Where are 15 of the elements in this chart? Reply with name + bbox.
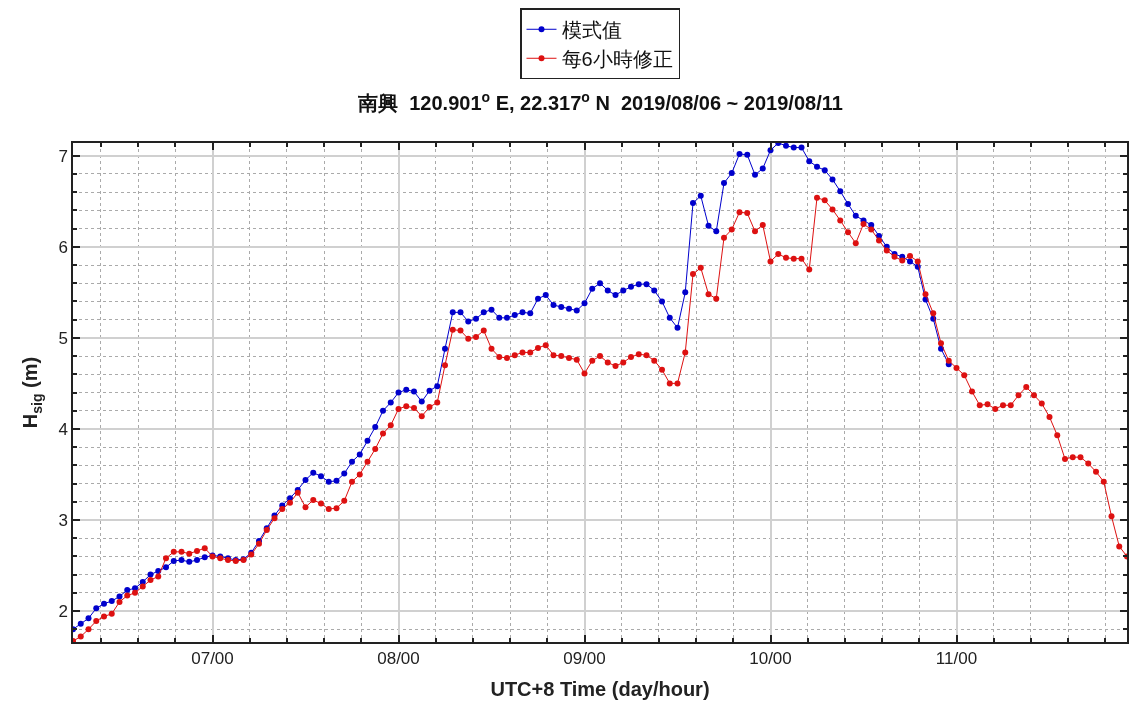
- x-tick-label: 07/00: [191, 649, 234, 669]
- x-tick-label: 08/00: [377, 649, 420, 669]
- y-tick-label: 5: [58, 328, 68, 348]
- y-tick-label: 3: [58, 510, 68, 530]
- x-tick-label: 11/00: [935, 649, 978, 669]
- x-tick-label: 10/00: [749, 649, 792, 669]
- legend-label: 模式值: [561, 19, 622, 42]
- x-axis-title: UTC+8 Time (day/hour): [490, 678, 710, 701]
- y-tick-label: 4: [58, 419, 68, 439]
- legend-label: 每6小時修正: [561, 48, 673, 71]
- y-tick-label: 6: [58, 237, 68, 257]
- y-tick-label: 7: [58, 146, 68, 166]
- chart-title: 南興 120.901$^{o}$ E, 22.317$^{o}$ N 2019/08/06 ~ 2019/08/11: [357, 88, 843, 114]
- y-tick-label: 2: [58, 601, 68, 621]
- x-tick-label: 09/00: [563, 649, 606, 669]
